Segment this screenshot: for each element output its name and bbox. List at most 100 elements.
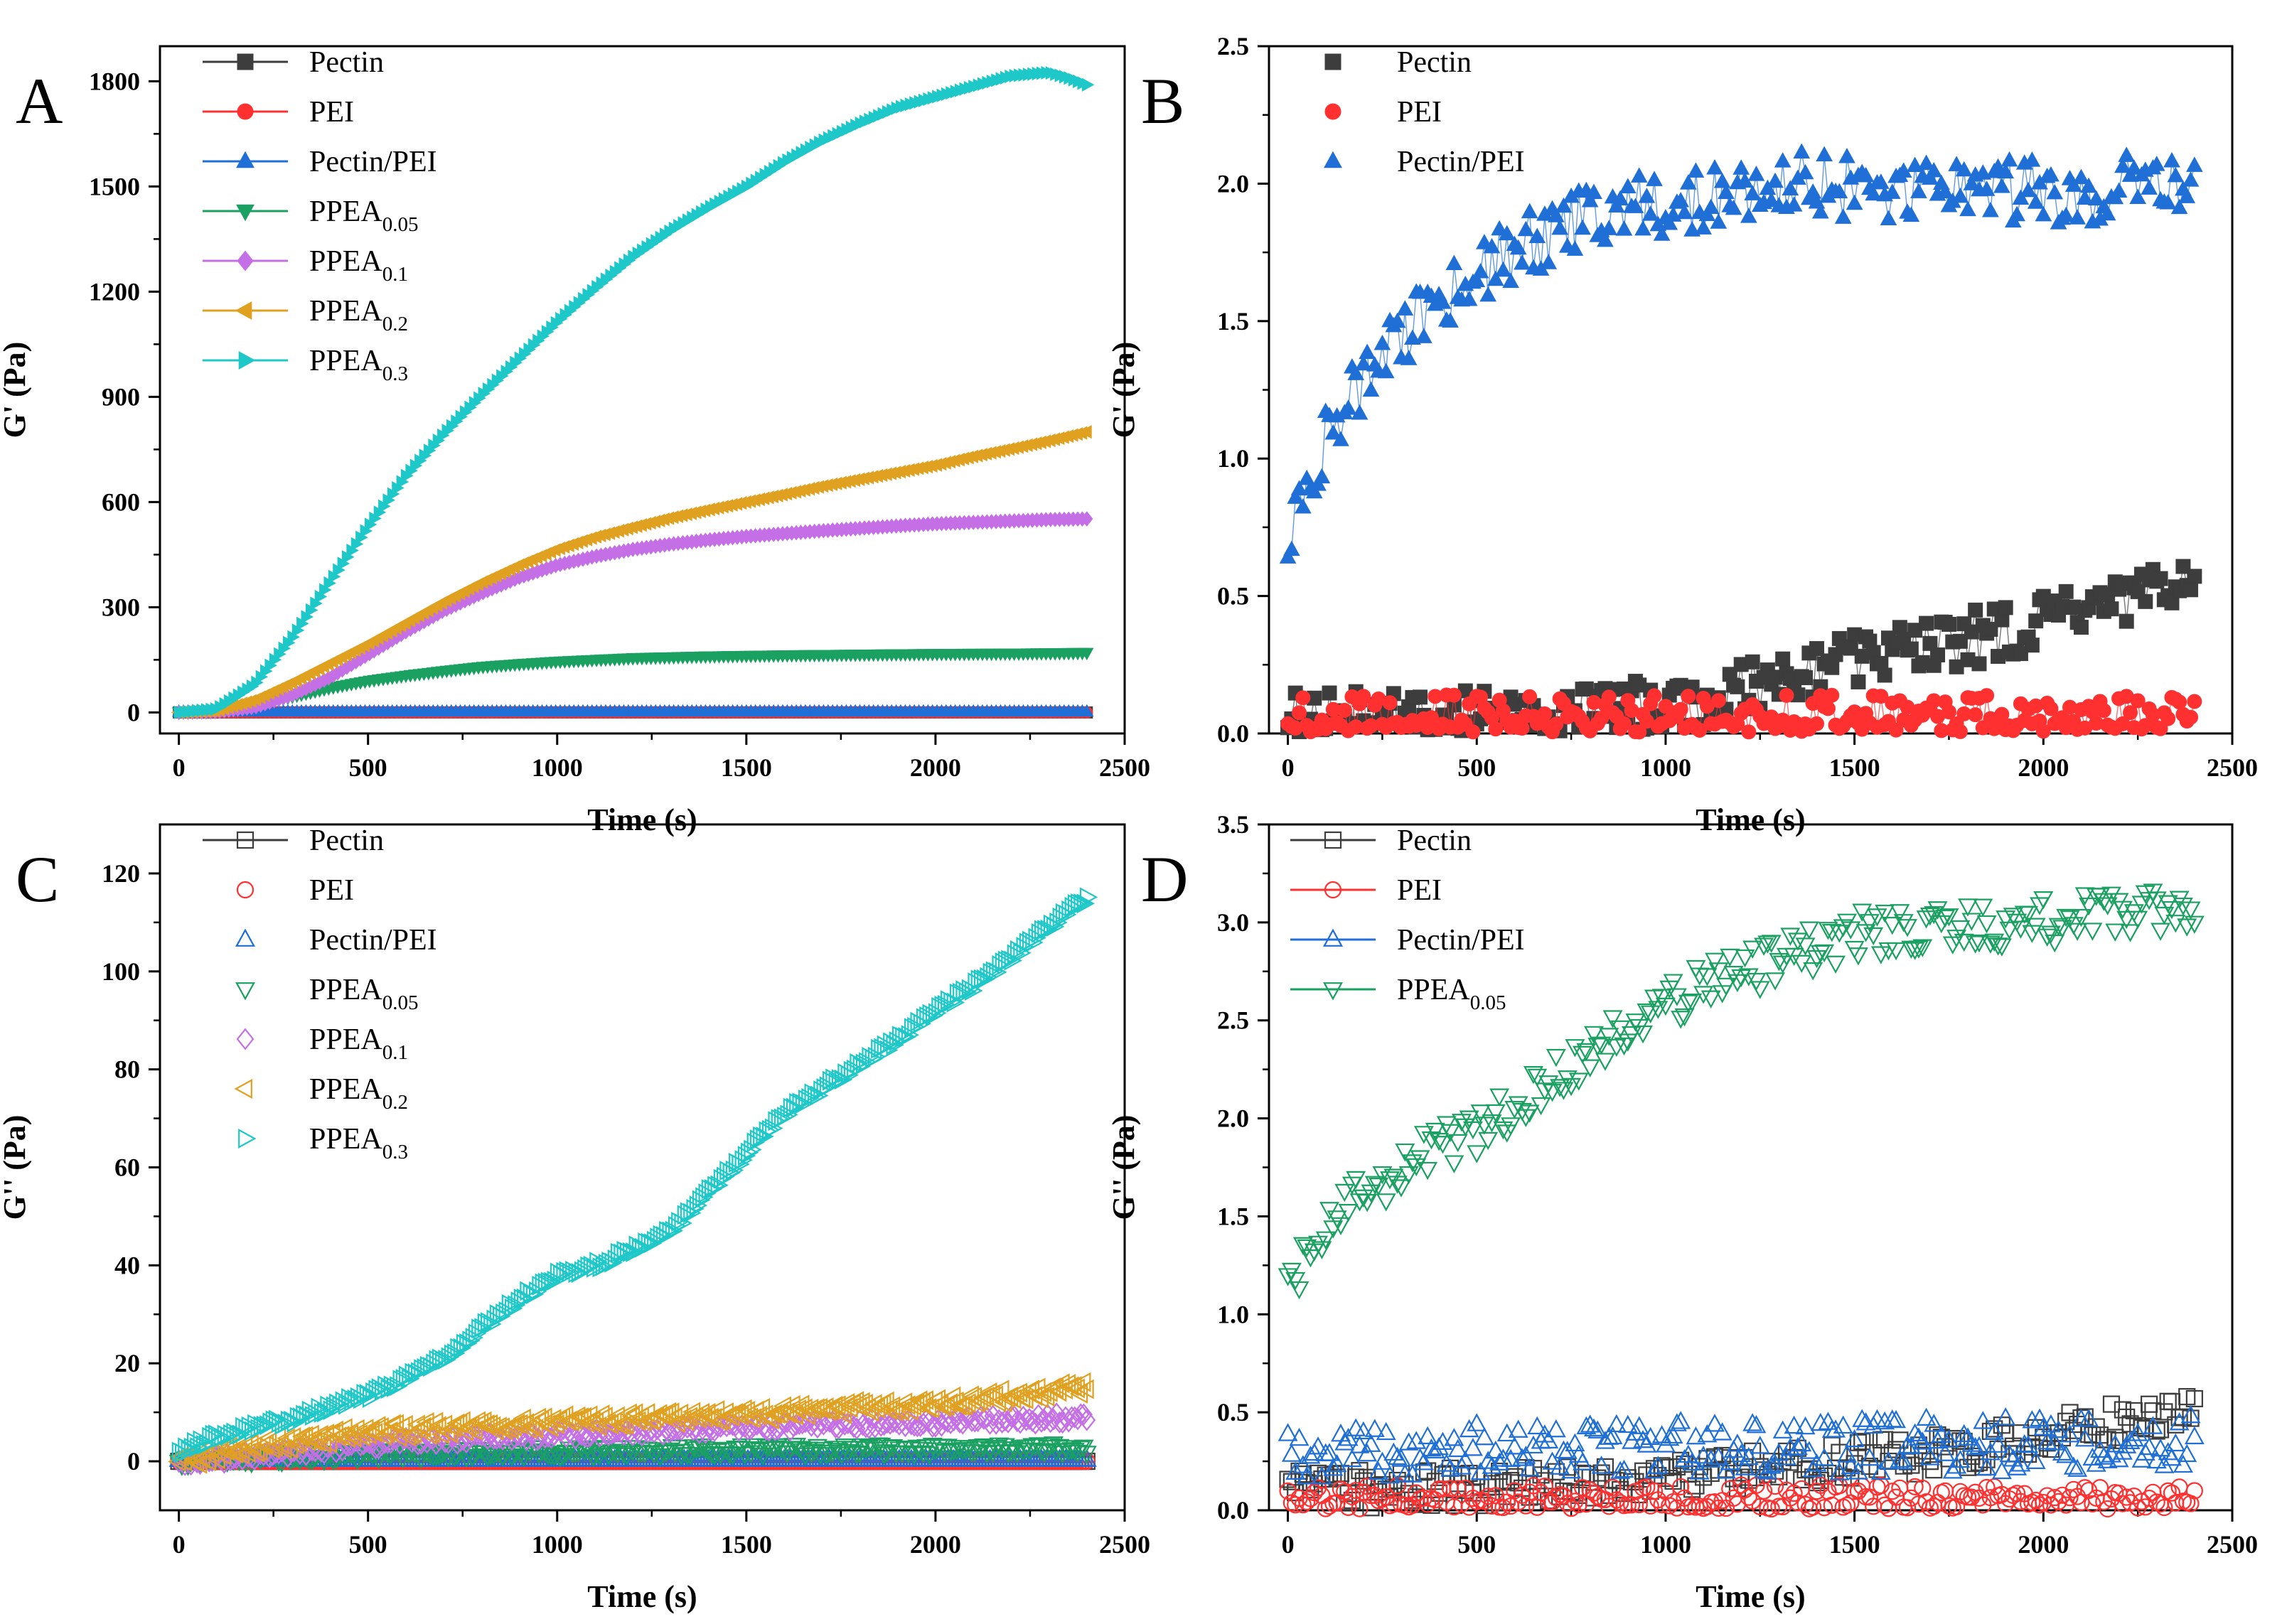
data-point bbox=[1968, 707, 1983, 723]
data-point bbox=[234, 1434, 253, 1455]
data-point bbox=[491, 1417, 510, 1438]
data-point bbox=[1305, 1484, 1323, 1502]
y-axis-label: G'' (Pa) bbox=[1106, 1115, 1141, 1220]
panel-label: C bbox=[16, 843, 59, 915]
data-point bbox=[1747, 166, 1765, 181]
legend-marker bbox=[235, 301, 252, 320]
legend-marker bbox=[1324, 53, 1341, 70]
data-point bbox=[1959, 200, 1976, 217]
data-point bbox=[696, 1421, 714, 1444]
data-point bbox=[1514, 721, 1530, 736]
data-point bbox=[582, 1425, 600, 1448]
data-point bbox=[1672, 1478, 1690, 1496]
data-point bbox=[1308, 1436, 1329, 1455]
data-point bbox=[938, 1410, 957, 1433]
data-point bbox=[447, 1343, 466, 1363]
data-point bbox=[2057, 206, 2075, 222]
data-point bbox=[397, 1426, 415, 1449]
legend-marker bbox=[237, 250, 254, 271]
data-point bbox=[2182, 171, 2200, 187]
data-point bbox=[607, 1249, 626, 1269]
data-point bbox=[1047, 1402, 1066, 1425]
x-tick-label: 2000 bbox=[910, 753, 961, 782]
legend-label: PPEA0.05 bbox=[309, 195, 418, 236]
x-tick-label: 1500 bbox=[721, 753, 772, 782]
data-point bbox=[1779, 688, 1794, 704]
data-point bbox=[380, 1379, 399, 1399]
data-point bbox=[744, 1438, 764, 1457]
data-point bbox=[801, 1088, 820, 1108]
legend-label: Pectin bbox=[309, 824, 384, 857]
data-point bbox=[1762, 191, 1780, 208]
data-point bbox=[2024, 638, 2040, 653]
data-point bbox=[1971, 656, 1987, 672]
data-point bbox=[780, 1104, 798, 1125]
data-point bbox=[609, 1415, 628, 1436]
data-point bbox=[1906, 1465, 1924, 1483]
data-point bbox=[229, 1425, 247, 1446]
data-point bbox=[677, 1205, 696, 1225]
data-point bbox=[833, 1404, 852, 1425]
data-point bbox=[405, 1362, 423, 1383]
legend-marker bbox=[237, 103, 254, 120]
data-point bbox=[2064, 176, 2082, 192]
data-point bbox=[928, 1003, 947, 1023]
data-point bbox=[975, 1387, 995, 1407]
data-point bbox=[1846, 194, 1863, 210]
data-point bbox=[244, 1421, 263, 1441]
data-point bbox=[2185, 1482, 2203, 1500]
x-tick-label: 2000 bbox=[2018, 753, 2069, 782]
data-point bbox=[1645, 1482, 1664, 1500]
data-point bbox=[299, 1405, 317, 1426]
y-tick-label: 0.0 bbox=[1217, 719, 1249, 748]
data-point bbox=[313, 1433, 331, 1453]
data-point bbox=[1359, 343, 1376, 360]
data-point bbox=[2140, 1395, 2158, 1413]
data-point bbox=[840, 1397, 858, 1418]
data-point bbox=[1820, 701, 1836, 716]
legend-marker bbox=[238, 1129, 257, 1149]
data-point bbox=[943, 991, 962, 1012]
legend-label: PPEA0.2 bbox=[309, 295, 408, 335]
data-point bbox=[268, 1409, 287, 1430]
data-point bbox=[1324, 424, 1342, 440]
data-point bbox=[635, 1237, 653, 1258]
data-point bbox=[409, 1419, 429, 1440]
data-point bbox=[1372, 1451, 1393, 1470]
x-tick-label: 0 bbox=[1282, 1530, 1295, 1559]
data-point bbox=[686, 1198, 705, 1219]
data-point bbox=[1634, 220, 1651, 236]
data-point bbox=[448, 1432, 466, 1455]
x-tick-label: 1000 bbox=[532, 753, 583, 782]
data-point bbox=[518, 1419, 537, 1439]
data-point bbox=[847, 1417, 866, 1440]
data-point bbox=[1035, 1409, 1054, 1431]
data-point bbox=[1349, 1435, 1370, 1453]
data-point bbox=[1744, 185, 1762, 200]
data-point bbox=[1061, 1376, 1079, 1397]
data-point bbox=[886, 1035, 904, 1055]
data-point bbox=[707, 1176, 726, 1196]
data-point bbox=[1809, 716, 1824, 731]
panel-label: A bbox=[16, 65, 63, 137]
data-point bbox=[756, 1126, 774, 1146]
data-point bbox=[1997, 163, 2015, 179]
data-point bbox=[1337, 702, 1352, 718]
data-point bbox=[1016, 1439, 1037, 1458]
legend-label: Pectin/PEI bbox=[309, 924, 437, 957]
data-point bbox=[969, 1409, 987, 1432]
data-point bbox=[1025, 1439, 1046, 1457]
data-point bbox=[2001, 151, 2018, 167]
data-point bbox=[225, 1443, 244, 1464]
data-point bbox=[547, 1446, 567, 1464]
data-point bbox=[553, 1448, 574, 1466]
data-point bbox=[2028, 613, 2044, 629]
data-point bbox=[1445, 254, 1463, 271]
data-point bbox=[1351, 1500, 1369, 1517]
data-point bbox=[1903, 641, 1919, 657]
data-point bbox=[1479, 1488, 1497, 1505]
data-point bbox=[1076, 1446, 1097, 1464]
data-point bbox=[1078, 1452, 1096, 1470]
data-point bbox=[589, 1252, 608, 1272]
data-point bbox=[900, 1400, 918, 1421]
